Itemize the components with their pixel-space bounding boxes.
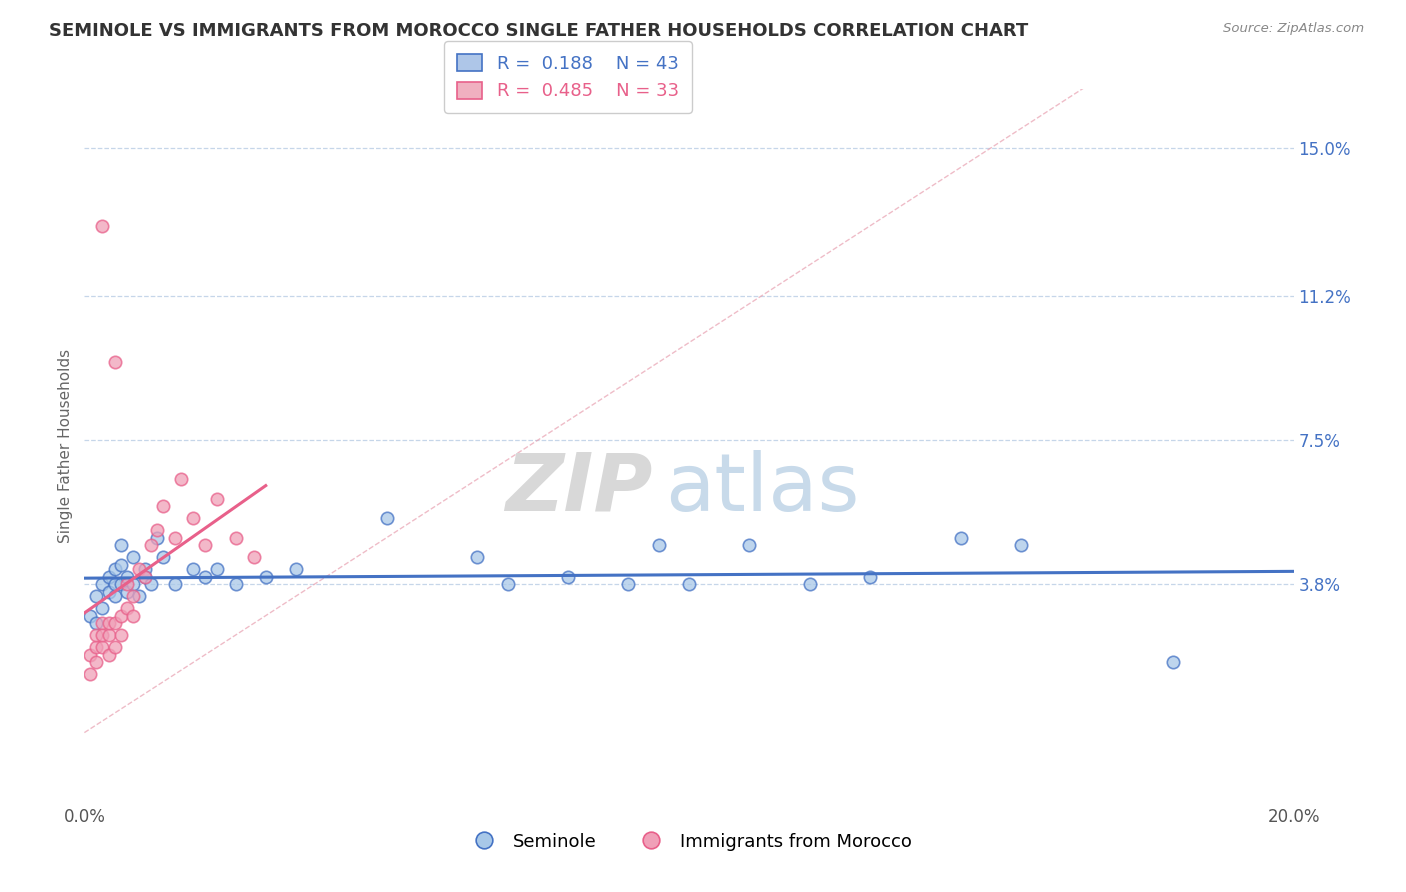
Point bbox=[91, 640, 114, 654]
Point bbox=[165, 531, 187, 545]
Point bbox=[86, 589, 108, 603]
Text: Source: ZipAtlas.com: Source: ZipAtlas.com bbox=[1223, 22, 1364, 36]
Point bbox=[110, 608, 132, 623]
Point bbox=[79, 608, 101, 623]
Point bbox=[496, 577, 519, 591]
Point bbox=[128, 562, 150, 576]
Point bbox=[104, 577, 127, 591]
Text: atlas: atlas bbox=[665, 450, 859, 528]
Point bbox=[181, 562, 204, 576]
Text: ZIP: ZIP bbox=[505, 450, 652, 528]
Point bbox=[97, 585, 120, 599]
Point bbox=[146, 531, 169, 545]
Point bbox=[225, 531, 247, 545]
Point bbox=[557, 569, 579, 583]
Point bbox=[467, 550, 489, 565]
Point bbox=[950, 531, 973, 545]
Point bbox=[139, 538, 162, 552]
Legend: Seminole, Immigrants from Morocco: Seminole, Immigrants from Morocco bbox=[458, 826, 920, 858]
Point bbox=[207, 491, 229, 506]
Point bbox=[121, 589, 143, 603]
Point bbox=[738, 538, 761, 552]
Point bbox=[207, 562, 229, 576]
Point bbox=[121, 577, 143, 591]
Point bbox=[104, 616, 127, 631]
Point bbox=[152, 550, 174, 565]
Point bbox=[97, 648, 120, 662]
Point bbox=[134, 569, 156, 583]
Point bbox=[146, 523, 169, 537]
Point bbox=[115, 600, 138, 615]
Point bbox=[104, 640, 127, 654]
Point bbox=[165, 577, 187, 591]
Point bbox=[86, 640, 108, 654]
Point bbox=[170, 472, 193, 486]
Point bbox=[617, 577, 640, 591]
Point bbox=[194, 569, 217, 583]
Point bbox=[79, 667, 101, 681]
Point bbox=[648, 538, 671, 552]
Point bbox=[115, 585, 138, 599]
Point bbox=[110, 628, 132, 642]
Point bbox=[86, 616, 108, 631]
Point bbox=[91, 600, 114, 615]
Point bbox=[121, 550, 143, 565]
Point bbox=[115, 569, 138, 583]
Point bbox=[110, 577, 132, 591]
Point bbox=[678, 577, 700, 591]
Point bbox=[115, 577, 138, 591]
Point bbox=[799, 577, 821, 591]
Point bbox=[91, 577, 114, 591]
Point bbox=[181, 511, 204, 525]
Point bbox=[134, 562, 156, 576]
Point bbox=[121, 608, 143, 623]
Point bbox=[254, 569, 277, 583]
Point bbox=[104, 355, 127, 369]
Point bbox=[79, 648, 101, 662]
Point bbox=[104, 562, 127, 576]
Point bbox=[104, 589, 127, 603]
Point bbox=[91, 219, 114, 233]
Text: SEMINOLE VS IMMIGRANTS FROM MOROCCO SINGLE FATHER HOUSEHOLDS CORRELATION CHART: SEMINOLE VS IMMIGRANTS FROM MOROCCO SING… bbox=[49, 22, 1028, 40]
Point bbox=[86, 628, 108, 642]
Point bbox=[91, 628, 114, 642]
Point bbox=[86, 656, 108, 670]
Point bbox=[139, 577, 162, 591]
Point bbox=[110, 538, 132, 552]
Point bbox=[91, 616, 114, 631]
Point bbox=[97, 628, 120, 642]
Point bbox=[1011, 538, 1033, 552]
Point bbox=[128, 589, 150, 603]
Point bbox=[152, 500, 174, 514]
Point bbox=[97, 569, 120, 583]
Point bbox=[859, 569, 882, 583]
Point bbox=[375, 511, 398, 525]
Point bbox=[194, 538, 217, 552]
Point bbox=[285, 562, 308, 576]
Point bbox=[134, 569, 156, 583]
Point bbox=[225, 577, 247, 591]
Y-axis label: Single Father Households: Single Father Households bbox=[58, 349, 73, 543]
Point bbox=[97, 616, 120, 631]
Point bbox=[1161, 656, 1184, 670]
Point bbox=[242, 550, 264, 565]
Point bbox=[110, 558, 132, 572]
